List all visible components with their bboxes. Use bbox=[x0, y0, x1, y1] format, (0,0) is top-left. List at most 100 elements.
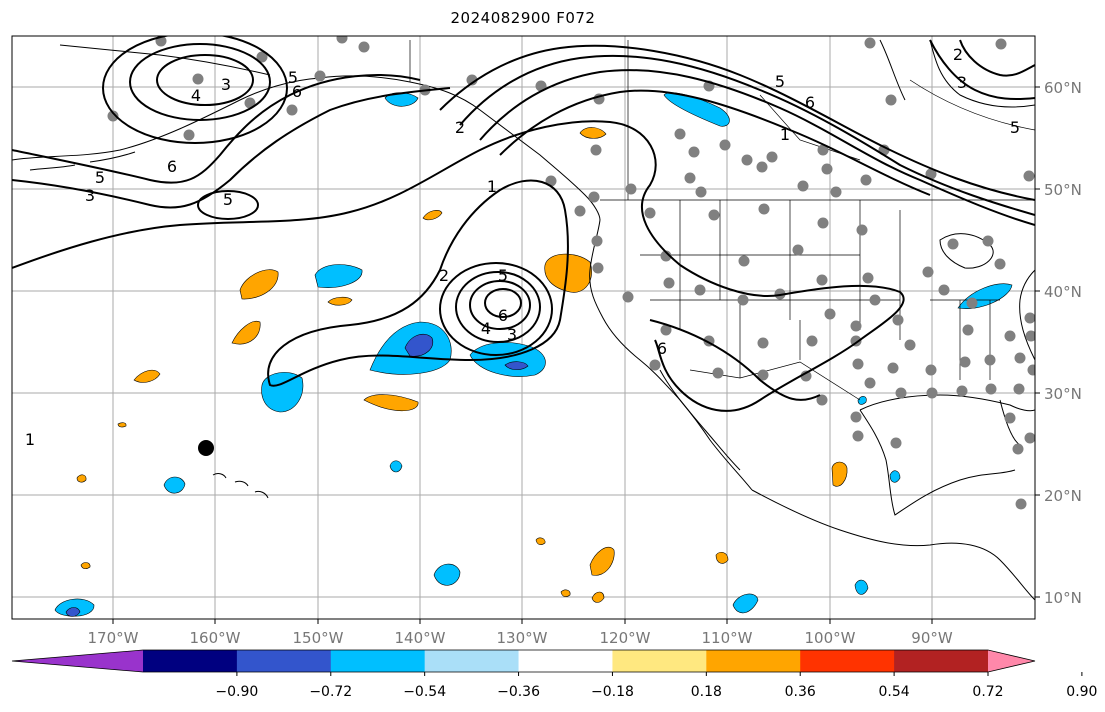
lon-label: 110°W bbox=[702, 629, 753, 647]
station-dot bbox=[719, 139, 731, 151]
contour-label: 6 bbox=[292, 82, 302, 101]
station-dot bbox=[982, 235, 994, 247]
map-area bbox=[12, 36, 1035, 619]
contour-label: 2 bbox=[953, 45, 963, 64]
station-dot bbox=[821, 163, 833, 175]
contour-label: 2 bbox=[439, 266, 449, 285]
contour-label: 5 bbox=[95, 168, 105, 187]
station-dot bbox=[588, 191, 600, 203]
latitude-labels: 60°N 50°N 40°N 30°N 20°N 10°N bbox=[1044, 79, 1082, 607]
colorbar-extend-low bbox=[12, 650, 143, 672]
colorbar-tick-label: −0.72 bbox=[309, 684, 352, 700]
station-dot bbox=[817, 144, 829, 156]
colorbar-tick-label: 0.72 bbox=[972, 684, 1003, 700]
station-dot bbox=[938, 284, 950, 296]
contour-label: 5 bbox=[1010, 118, 1020, 137]
station-dot bbox=[926, 387, 938, 399]
lon-label: 150°W bbox=[293, 629, 344, 647]
pos-anomaly-small-4 bbox=[117, 422, 127, 428]
station-dot bbox=[466, 74, 478, 86]
station-dots bbox=[107, 36, 1035, 510]
neg-anomaly-hawaii bbox=[163, 476, 186, 494]
contour-label: 1 bbox=[487, 177, 497, 196]
axis-ticks bbox=[112, 86, 1040, 624]
lon-label: 120°W bbox=[600, 629, 651, 647]
station-dot bbox=[864, 377, 876, 389]
station-dot bbox=[757, 369, 769, 381]
station-dot bbox=[766, 151, 778, 163]
station-dot bbox=[155, 36, 167, 47]
station-dot bbox=[995, 38, 1007, 50]
contour-label: 2 bbox=[455, 118, 465, 137]
pos-anomaly-south-1 bbox=[589, 546, 615, 576]
lon-label: 170°W bbox=[88, 629, 139, 647]
station-dot bbox=[994, 258, 1006, 270]
neg-anomaly-south-1 bbox=[433, 563, 461, 586]
contour-label: 3 bbox=[957, 73, 967, 92]
pos-anomaly-small-2 bbox=[80, 562, 91, 570]
lon-label: 140°W bbox=[395, 629, 446, 647]
station-dot bbox=[1015, 498, 1027, 510]
station-dot bbox=[860, 174, 872, 186]
station-dot bbox=[183, 129, 195, 141]
station-dot bbox=[1023, 170, 1035, 182]
station-dot bbox=[817, 217, 829, 229]
colorbar bbox=[11, 649, 1036, 673]
station-dot bbox=[1025, 330, 1035, 342]
station-dot bbox=[660, 250, 672, 262]
colorbar-segment bbox=[330, 650, 426, 672]
pos-anomaly-west-2 bbox=[231, 320, 261, 345]
station-dot bbox=[286, 104, 298, 116]
colorbar-tick-label: 0.54 bbox=[879, 684, 910, 700]
colorbar-extend-high bbox=[988, 650, 1035, 672]
station-dot bbox=[852, 430, 864, 442]
station-dot bbox=[314, 70, 326, 82]
colorbar-tick-label: 0.90 bbox=[1066, 684, 1097, 700]
colorbar-tick-label: −0.18 bbox=[591, 684, 634, 700]
station-dot bbox=[922, 266, 934, 278]
contour-label: 3 bbox=[85, 186, 95, 205]
colorbar-tick-labels: −0.90 −0.72 −0.54 −0.36 −0.18 0.18 0.36 0.54 0.7… bbox=[215, 672, 1097, 700]
station-dot bbox=[712, 367, 724, 379]
contour-lines bbox=[12, 36, 1035, 412]
station-dot bbox=[591, 235, 603, 247]
station-dot bbox=[625, 183, 637, 195]
station-dot bbox=[904, 339, 916, 351]
pos-anomaly-mid-1 bbox=[363, 394, 419, 412]
pos-anomaly-canada bbox=[579, 127, 607, 139]
lon-label: 100°W bbox=[805, 629, 856, 647]
lat-label: 60°N bbox=[1044, 79, 1082, 97]
contour-label: 1 bbox=[25, 430, 35, 449]
station-dot bbox=[816, 394, 828, 406]
station-dot bbox=[830, 186, 842, 198]
contour-label: 6 bbox=[498, 306, 508, 325]
contour-label: 4 bbox=[191, 86, 201, 105]
station-dot bbox=[336, 36, 348, 44]
colorbar-tick-label: 0.18 bbox=[691, 684, 722, 700]
contour-label: 5 bbox=[288, 68, 298, 87]
station-dot bbox=[741, 154, 753, 166]
station-dot bbox=[244, 97, 256, 109]
station-dot bbox=[852, 358, 864, 370]
station-dot bbox=[1012, 443, 1024, 455]
station-dot bbox=[192, 73, 204, 85]
lat-label: 50°N bbox=[1044, 181, 1082, 199]
pos-anomaly-small-5 bbox=[560, 589, 571, 597]
station-dot bbox=[959, 356, 971, 368]
station-dot bbox=[737, 294, 749, 306]
neg-anomaly-south-2-core bbox=[65, 607, 81, 617]
station-dot bbox=[792, 244, 804, 256]
contour-label: 6 bbox=[167, 157, 177, 176]
lat-label: 20°N bbox=[1044, 487, 1082, 505]
coastlines bbox=[12, 39, 1035, 601]
colorbar-tick-label: −0.90 bbox=[215, 684, 258, 700]
station-dot bbox=[864, 37, 876, 49]
colorbar-segment bbox=[143, 650, 238, 672]
neg-anomaly-south-3 bbox=[732, 593, 759, 614]
station-dot bbox=[816, 274, 828, 286]
pos-anomaly-mid-3 bbox=[422, 209, 443, 221]
pos-anomaly-south-3 bbox=[591, 591, 605, 603]
contour-label: 5 bbox=[498, 266, 508, 285]
